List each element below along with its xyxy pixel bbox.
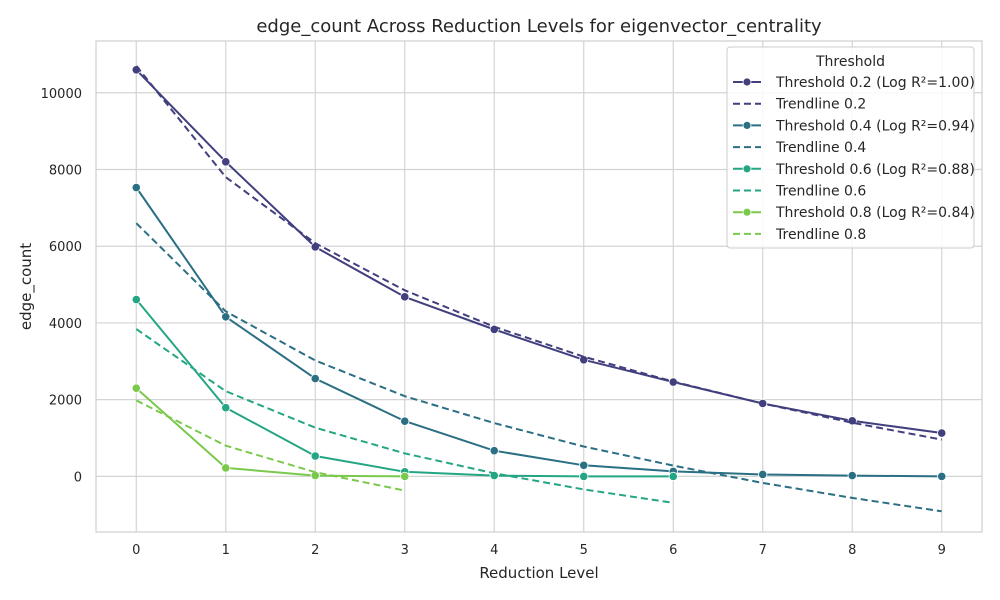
data-point [310,373,320,384]
x-tick-label: 0 [132,543,140,558]
legend-label: Trendline 0.2 [775,97,866,113]
data-point [221,312,231,322]
y-tick-label: 10000 [41,87,82,102]
x-tick-label: 7 [759,543,767,558]
y-tick-labels: 0 2000 4000 6000 8000 10000 [41,87,82,486]
trendline [135,399,406,492]
data-point [400,292,410,302]
legend-item: Threshold 0.6 (Log R²=0.88) [733,162,975,178]
data-point [400,416,410,426]
y-tick-label: 4000 [49,317,82,332]
y-tick-label: 6000 [49,240,82,255]
legend-label: Threshold 0.6 (Log R²=0.88) [775,162,975,178]
x-tick-labels: 0 1 2 3 4 5 6 7 8 9 [132,543,946,558]
x-axis-label: Reduction Level [479,564,598,582]
x-tick-label: 8 [848,543,856,558]
data-point [579,355,589,365]
legend-label: Trendline 0.6 [775,184,866,200]
data-point [847,471,857,481]
legend-items: Threshold 0.2 (Log R²=1.00) Trendline 0.2… [733,75,975,243]
legend-label: Trendline 0.8 [775,227,866,243]
legend-marker [742,77,752,87]
legend-title: Threshold [815,54,885,70]
y-tick-label: 2000 [49,394,82,409]
data-point [489,446,499,456]
legend-label: Threshold 0.4 (Log R²=0.94) [775,118,975,134]
x-tick-label: 2 [311,543,319,558]
legend-marker [742,207,752,217]
data-point [131,294,141,305]
x-tick-label: 6 [669,543,677,558]
data-point [221,157,231,167]
x-tick-label: 3 [401,543,409,558]
data-point [310,451,320,461]
legend-label: Threshold 0.8 (Log R²=0.84) [775,205,975,221]
legend-marker [742,121,752,130]
x-tick-label: 5 [580,543,588,558]
x-tick-label: 4 [490,543,498,558]
data-point [937,471,947,481]
trendline [135,328,674,504]
y-axis-label: edge_count [17,243,36,330]
legend-item: Trendline 0.8 [733,227,866,243]
data-point [668,471,678,481]
legend-item: Threshold 0.4 (Log R²=0.94) [733,118,975,134]
y-tick-label: 8000 [49,164,82,179]
data-point [758,469,768,480]
data-point [221,463,231,473]
series-layer [131,65,947,513]
legend-item: Trendline 0.2 [733,97,866,113]
series-5 [135,328,674,504]
trendline [135,65,942,441]
legend-box [726,46,975,249]
x-tick-label: 1 [222,543,230,558]
chart-title: edge_count Across Reduction Levels for e… [256,16,822,37]
data-point [221,403,231,413]
data-point [579,460,589,470]
series-1 [135,65,942,441]
series-3 [135,222,942,513]
legend: Threshold Threshold 0.2 (Log R²=1.00) Tre… [726,46,975,249]
legend-marker [742,164,752,174]
series-7 [135,399,406,492]
legend-label: Trendline 0.4 [775,140,866,156]
x-tick-label: 9 [938,543,946,558]
data-point [937,428,947,438]
legend-item: Trendline 0.4 [733,140,866,156]
data-point [579,471,589,481]
series-line [135,186,942,478]
legend-item: Trendline 0.6 [733,184,866,200]
data-point [131,182,141,193]
series-6 [131,383,410,481]
legend-label: Threshold 0.2 (Log R²=1.00) [775,75,975,91]
series-line [135,387,405,478]
data-point [400,471,410,481]
trendline [135,222,942,513]
plot-frame [95,40,983,533]
data-point [131,383,141,393]
legend-item: Threshold 0.8 (Log R²=0.84) [733,205,975,221]
y-tick-label: 0 [74,470,82,485]
legend-item: Threshold 0.2 (Log R²=1.00) [733,75,975,91]
